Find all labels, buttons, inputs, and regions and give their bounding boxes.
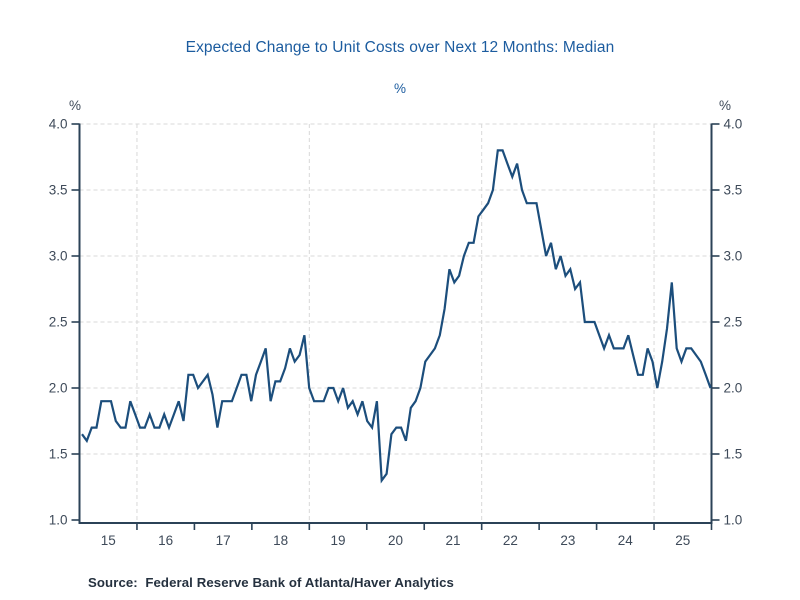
y-tick-label-right: 4.0 xyxy=(724,117,743,132)
source-note: Source: Federal Reserve Bank of Atlanta/… xyxy=(88,575,454,590)
y-tick-label-left: 3.0 xyxy=(49,249,68,264)
plot-gridlines xyxy=(79,123,712,523)
y-tick-label-right: 2.0 xyxy=(724,381,743,396)
x-year-label: 22 xyxy=(503,533,518,548)
x-year-label: 20 xyxy=(388,533,403,548)
percent-label-left: % xyxy=(69,98,81,113)
x-year-label: 24 xyxy=(618,533,634,548)
percent-label-right: % xyxy=(719,98,731,113)
x-year-label: 17 xyxy=(216,533,231,548)
x-year-label: 15 xyxy=(101,533,116,548)
y-tick-label-left: 2.0 xyxy=(49,381,68,396)
y-tick-label-left: 1.5 xyxy=(49,447,68,462)
plot-axes xyxy=(71,123,720,530)
y-tick-label-right: 3.0 xyxy=(724,249,743,264)
axis-labels: 4.0 4.0 3.5 3.5 3.0 3.0 2.5 2.5 2.0 2.0 1.5 1.5 1.0 1… xyxy=(49,117,743,549)
y-tick-label-left: 3.5 xyxy=(49,183,68,198)
y-tick-label-left: 1.0 xyxy=(49,513,68,528)
y-tick-label-right: 1.0 xyxy=(724,513,743,528)
y-tick-label-left: 4.0 xyxy=(49,117,68,132)
x-year-label: 23 xyxy=(560,533,575,548)
y-tick-label-right: 1.5 xyxy=(724,447,743,462)
y-tick-label-left: 2.5 xyxy=(49,315,68,330)
percent-label-center: % xyxy=(393,81,406,96)
x-year-label: 18 xyxy=(273,533,288,548)
y-tick-label-right: 3.5 xyxy=(724,183,743,198)
median-unit-cost-line xyxy=(81,149,712,484)
x-year-label: 16 xyxy=(158,533,173,548)
x-year-label: 21 xyxy=(445,533,460,548)
chart-title: Expected Change to Unit Costs over Next … xyxy=(185,39,615,56)
x-year-label: 19 xyxy=(331,533,346,548)
y-tick-label-right: 2.5 xyxy=(724,315,743,330)
x-year-label: 25 xyxy=(675,533,690,548)
